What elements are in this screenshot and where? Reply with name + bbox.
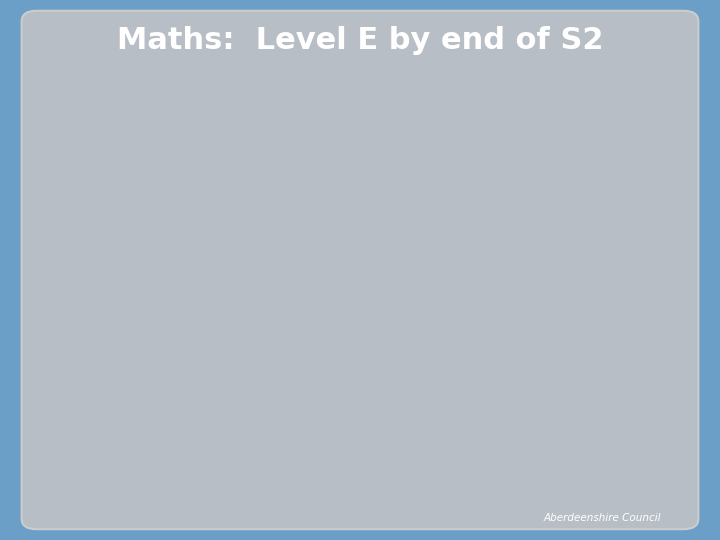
Legend: Aberdeenshire, Comparator LAs, National: Aberdeenshire, Comparator LAs, National: [85, 43, 541, 68]
Text: Aberdeenshire Council: Aberdeenshire Council: [544, 512, 661, 523]
Bar: [446, 172, 468, 443]
Bar: [324, 235, 346, 443]
Bar: [218, 264, 241, 443]
Bar: [490, 201, 513, 443]
Bar: [408, 212, 430, 443]
Bar: [633, 165, 658, 443]
Bar: [362, 179, 384, 443]
Bar: [468, 192, 490, 443]
Bar: [279, 190, 302, 443]
Text: Maths:  Level E by end of S2: Maths: Level E by end of S2: [117, 26, 603, 55]
Bar: [124, 233, 147, 443]
Bar: [562, 199, 585, 443]
Bar: [540, 170, 562, 443]
Bar: [241, 257, 264, 443]
Bar: [384, 217, 408, 443]
Bar: [196, 197, 218, 443]
Bar: [302, 226, 324, 443]
Bar: [147, 255, 169, 443]
